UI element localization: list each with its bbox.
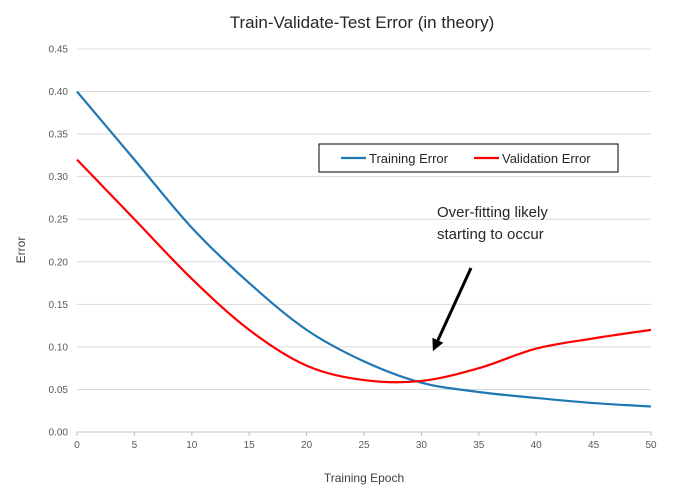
y-axis-title: Error: [14, 237, 28, 264]
validation-error-line: [76, 158, 652, 384]
x-tick-label: 35: [473, 440, 485, 451]
y-tick-label: 0.05: [49, 385, 69, 396]
series-lines: [76, 90, 652, 408]
legend-label-training-error: Training Error: [369, 151, 449, 166]
x-tick-label: 30: [416, 440, 428, 451]
x-tick-label: 5: [132, 440, 138, 451]
x-tick-label: 45: [588, 440, 600, 451]
legend-box: [318, 143, 619, 173]
legend: Training Error Validation Error: [318, 143, 619, 173]
x-tick-label: 20: [301, 440, 313, 451]
x-axis-title: Training Epoch: [324, 471, 404, 485]
annotation: Over-fitting likely starting to occur: [432, 204, 548, 352]
y-tick-label: 0.35: [49, 130, 69, 141]
annotation-line-2: starting to occur: [437, 226, 544, 243]
annotation-line-1: Over-fitting likely: [437, 204, 548, 221]
x-tick-labels: 0 5 10 15 20 25 30 35 40 45 50: [74, 440, 657, 451]
y-tick-label: 0.30: [49, 172, 69, 183]
chart-title: Train-Validate-Test Error (in theory): [230, 13, 495, 32]
y-tick-label: 0.20: [49, 257, 69, 268]
y-tick-label: 0.45: [49, 45, 69, 56]
annotation-arrowhead: [432, 337, 444, 352]
y-tick-labels: 0.00 0.05 0.10 0.15 0.20 0.25 0.30 0.35 0.40 0.45: [49, 45, 69, 439]
y-tick-label: 0.00: [49, 428, 69, 439]
x-tick-label: 40: [531, 440, 543, 451]
legend-label-validation-error: Validation Error: [502, 151, 591, 166]
gridlines: [77, 48, 651, 390]
y-tick-label: 0.15: [49, 300, 69, 311]
x-tick-label: 0: [74, 440, 80, 451]
axes: [76, 431, 652, 436]
y-tick-label: 0.25: [49, 215, 69, 226]
annotation-arrow: [436, 267, 473, 341]
y-tick-label: 0.40: [49, 87, 69, 98]
x-tick-label: 15: [244, 440, 256, 451]
x-tick-label: 10: [186, 440, 198, 451]
training-error-line: [76, 90, 652, 408]
x-tick-label: 25: [358, 440, 370, 451]
x-tick-label: 50: [645, 440, 657, 451]
y-tick-label: 0.10: [49, 342, 69, 353]
